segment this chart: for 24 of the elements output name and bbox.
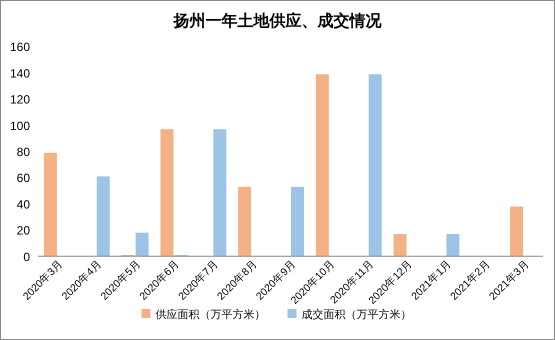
bar bbox=[316, 74, 329, 256]
bar bbox=[213, 129, 226, 256]
y-tick-label: 40 bbox=[16, 197, 30, 212]
bar bbox=[368, 74, 382, 256]
y-tick-label: 60 bbox=[16, 171, 30, 186]
y-tick-label: 0 bbox=[23, 250, 30, 264]
bar bbox=[96, 176, 110, 256]
bar bbox=[291, 186, 304, 256]
bar bbox=[394, 234, 407, 256]
y-tick-label: 20 bbox=[16, 224, 30, 238]
bar bbox=[238, 186, 252, 256]
bar bbox=[44, 152, 57, 256]
y-tick-label: 80 bbox=[16, 145, 30, 159]
title: 扬州一年土地供应、成交情况 bbox=[174, 13, 382, 30]
y-tick-label: 160 bbox=[10, 40, 30, 54]
bar bbox=[136, 232, 149, 256]
y-tick-label: 140 bbox=[10, 66, 30, 80]
legend-label: 成交面积（万平方米） bbox=[302, 308, 412, 321]
y-tick-label: 120 bbox=[10, 92, 30, 107]
legend-label: 供应面积（万平方米） bbox=[156, 308, 266, 321]
bar bbox=[510, 206, 524, 256]
y-tick-label: 100 bbox=[10, 118, 30, 133]
bar bbox=[160, 129, 174, 256]
bar bbox=[446, 234, 460, 256]
